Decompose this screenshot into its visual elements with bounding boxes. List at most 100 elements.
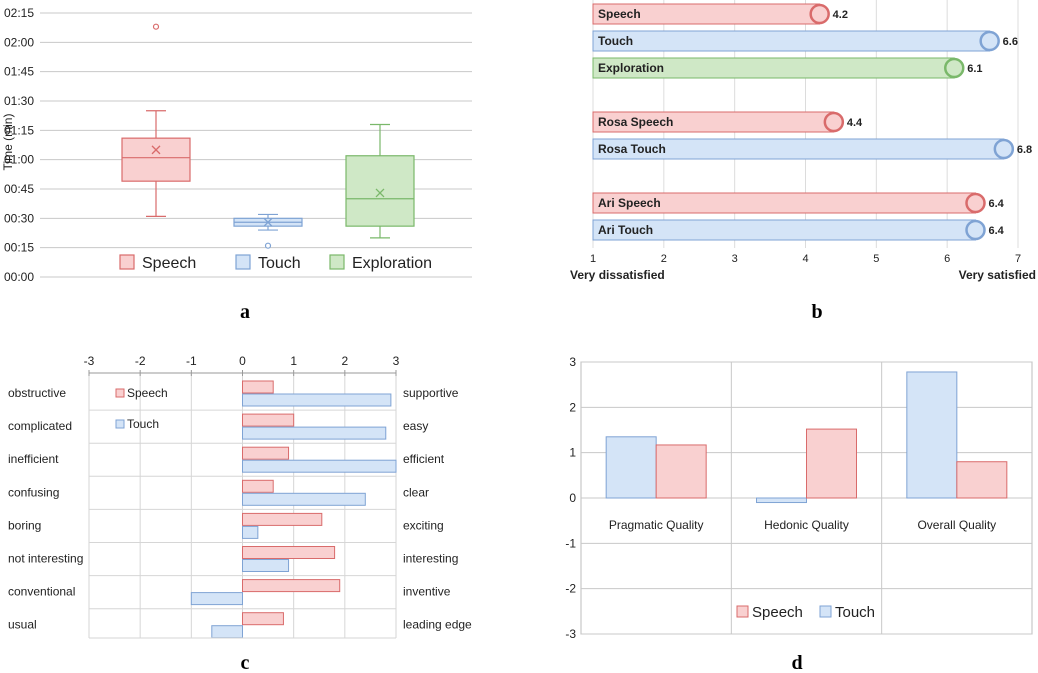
legend-swatch bbox=[235, 254, 251, 270]
panel-a-ylabel: Time (min) bbox=[1, 114, 15, 171]
bar-label: Touch bbox=[598, 34, 633, 48]
box-speech bbox=[121, 137, 191, 182]
legend-swatch bbox=[819, 605, 832, 618]
box-exploration bbox=[345, 155, 415, 227]
x-category-label: Pragmatic Quality bbox=[609, 518, 704, 532]
value-label: 6.4 bbox=[989, 198, 1005, 210]
panel-b-label: b bbox=[811, 301, 822, 323]
x-tick-label: 5 bbox=[873, 253, 879, 265]
bar-touch bbox=[242, 459, 397, 473]
x-tick-label: 4 bbox=[802, 253, 808, 265]
x-tick-label: 0 bbox=[239, 354, 246, 368]
bar-speech bbox=[242, 579, 341, 593]
bar-speech bbox=[242, 380, 274, 394]
y-tick-label: 00:15 bbox=[4, 241, 34, 255]
x-tick-label: 2 bbox=[661, 253, 667, 265]
bar-endpoint bbox=[965, 192, 986, 214]
row-left-label: usual bbox=[8, 618, 37, 632]
y-tick-label: -1 bbox=[565, 536, 576, 550]
panel-c-label: c bbox=[241, 652, 250, 673]
value-label: 4.2 bbox=[833, 9, 848, 21]
x-tick-label: 7 bbox=[1015, 253, 1021, 265]
x-tick-label: -1 bbox=[186, 354, 197, 368]
panel-c-semantic-differential: -3 -2 -1 0 1 2 3 obstructive supportive complicat… bbox=[8, 354, 472, 639]
row-right-label: easy bbox=[403, 419, 428, 433]
bar-label: Ari Touch bbox=[598, 223, 653, 237]
row-left-label: complicated bbox=[8, 419, 72, 433]
legend-swatch bbox=[115, 388, 125, 398]
legend-label: Touch bbox=[127, 417, 159, 431]
outlier-point bbox=[152, 23, 160, 30]
legend-label: Speech bbox=[752, 604, 803, 621]
y-tick-label: 02:00 bbox=[4, 35, 34, 49]
mean-marker bbox=[263, 217, 273, 227]
bar-touch bbox=[906, 371, 958, 499]
mean-marker bbox=[151, 145, 161, 155]
panel-d-quality: 3 2 1 0 -1 -2 -3 Pragmatic Quality Hedonic Quali… bbox=[565, 355, 1033, 641]
y-tick-label: 02:15 bbox=[4, 6, 34, 20]
x-tick-label: -2 bbox=[135, 354, 146, 368]
y-tick-label: 0 bbox=[569, 491, 576, 505]
panel-a-boxplot: 00:00 00:15 00:30 00:45 01:00 01:15 01:30 01:45… bbox=[4, 6, 472, 284]
y-tick-label: -2 bbox=[565, 582, 576, 596]
value-label: 4.4 bbox=[847, 117, 863, 129]
bar-touch bbox=[242, 426, 387, 440]
bar-touch bbox=[211, 625, 244, 639]
legend-swatch bbox=[119, 254, 135, 270]
row-left-label: inefficient bbox=[8, 452, 59, 466]
y-tick-label: 3 bbox=[569, 355, 576, 369]
bar-touch bbox=[242, 492, 366, 506]
legend-label: Speech bbox=[127, 386, 168, 400]
panel-d-label: d bbox=[791, 652, 802, 673]
bar-endpoint bbox=[944, 57, 965, 79]
bar-label: Rosa Speech bbox=[598, 115, 673, 129]
legend-label: Touch bbox=[835, 604, 875, 621]
row-left-label: conventional bbox=[8, 585, 75, 599]
bar-speech bbox=[655, 444, 707, 499]
value-label: 6.8 bbox=[1017, 144, 1032, 156]
bar-label: Speech bbox=[598, 7, 641, 21]
legend-label: Speech bbox=[142, 255, 196, 272]
bar-endpoint bbox=[993, 138, 1015, 160]
panel-b-xlabel-left: Very dissatisfied bbox=[570, 268, 665, 282]
bar-speech bbox=[242, 612, 284, 626]
y-tick-label: -3 bbox=[565, 627, 576, 641]
y-tick-label: 00:00 bbox=[4, 270, 34, 284]
x-category-label: Overall Quality bbox=[917, 518, 996, 532]
bar-label: Exploration bbox=[598, 61, 664, 75]
bar-endpoint bbox=[809, 3, 830, 25]
row-right-label: clear bbox=[403, 485, 429, 499]
bar-speech bbox=[242, 546, 336, 559]
y-tick-label: 00:45 bbox=[4, 182, 34, 196]
bar-label: Rosa Touch bbox=[598, 142, 666, 156]
value-label: 6.1 bbox=[967, 63, 982, 75]
legend-label: Exploration bbox=[352, 255, 432, 272]
y-tick-label: 01:45 bbox=[4, 65, 34, 79]
bar-touch bbox=[242, 393, 392, 407]
value-label: 6.4 bbox=[989, 225, 1005, 237]
bar-speech bbox=[956, 461, 1008, 499]
y-tick-label: 01:15 bbox=[4, 123, 34, 137]
y-tick-label: 01:00 bbox=[4, 153, 34, 167]
x-tick-label: 3 bbox=[393, 354, 400, 368]
panel-b-satisfaction: 1 2 3 4 5 6 7 Speech 4.2 Touch 6.6 Exploration 6.1 Ro… bbox=[590, 0, 1032, 265]
panel-b-xlabel-right: Very satisfied bbox=[959, 268, 1036, 282]
bar-endpoint bbox=[823, 111, 845, 133]
bar-touch bbox=[190, 592, 243, 606]
row-right-label: exciting bbox=[403, 518, 444, 532]
x-tick-label: 1 bbox=[590, 253, 596, 265]
row-left-label: boring bbox=[8, 518, 41, 532]
row-right-label: leading edge bbox=[403, 618, 472, 632]
x-tick-label: 1 bbox=[290, 354, 297, 368]
y-tick-label: 01:30 bbox=[4, 94, 34, 108]
bar-speech bbox=[806, 428, 857, 499]
bar-touch bbox=[592, 30, 991, 52]
bar-touch bbox=[756, 497, 807, 504]
bar-speech bbox=[242, 413, 295, 427]
x-tick-label: 6 bbox=[944, 253, 950, 265]
bar-speech bbox=[242, 446, 290, 460]
legend-swatch bbox=[736, 605, 749, 618]
value-label: 6.6 bbox=[1003, 36, 1018, 48]
row-left-label: not interesting bbox=[8, 552, 83, 566]
